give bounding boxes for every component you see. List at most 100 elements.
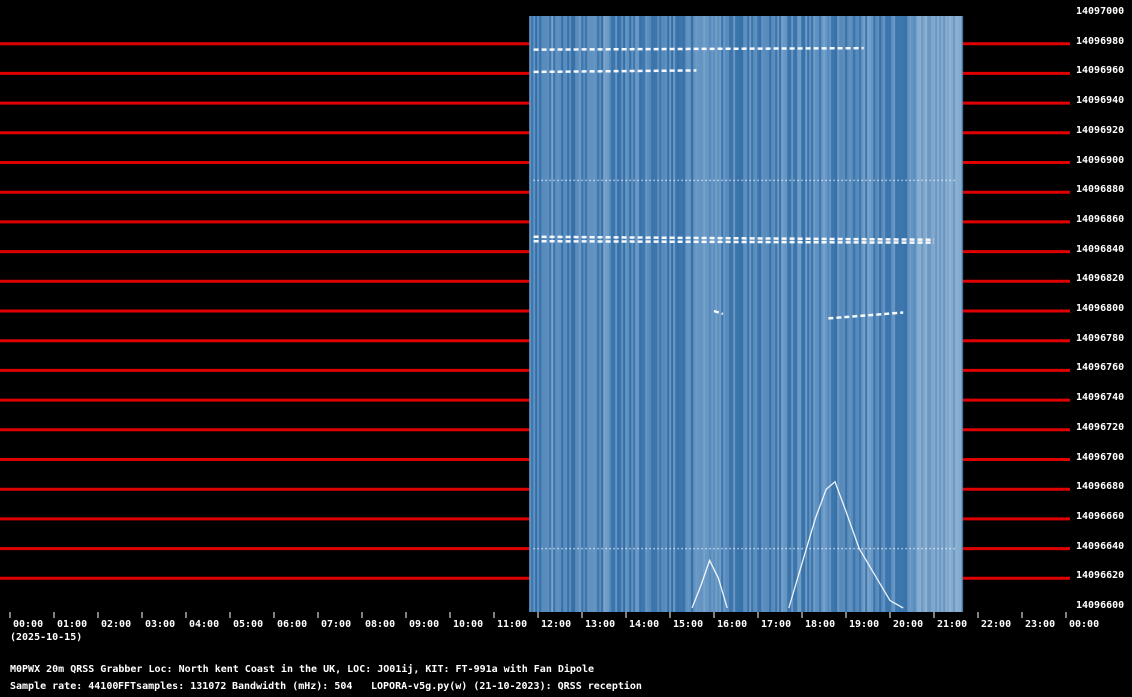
spectrogram-streak (831, 16, 834, 612)
time-label: 12:00 (541, 619, 572, 630)
time-label: 06:00 (277, 619, 308, 630)
spectrogram-streak (561, 16, 564, 612)
spectrogram-streak (649, 16, 652, 612)
spectrogram-streak (921, 16, 924, 612)
spectrogram-streak (737, 16, 740, 612)
spectrogram-streak (549, 16, 552, 612)
spectrogram-streak (811, 16, 814, 612)
spectrogram-streak (725, 16, 728, 612)
time-label: 17:00 (761, 619, 792, 630)
spectrogram-streak (611, 16, 614, 612)
time-label: 13:00 (585, 619, 616, 630)
spectrogram-streak (571, 16, 574, 612)
spectrogram-streak (543, 16, 546, 612)
spectrogram-streak (797, 16, 800, 612)
frequency-label: 14096700 (1076, 451, 1125, 463)
spectrogram-streak (733, 16, 736, 612)
signal-line (713, 309, 724, 316)
spectrogram-streak (779, 16, 782, 612)
frequency-label: 14096840 (1076, 243, 1125, 255)
bandwidth-info: Bandwidth (mHz): 504 (232, 681, 353, 692)
spectrogram-streak (615, 16, 618, 612)
spectrogram-streak (625, 16, 628, 612)
spectrogram-streak (565, 16, 568, 612)
spectrogram-streak (937, 16, 940, 612)
spectrogram-streak (701, 16, 704, 612)
spectrogram-streak (955, 16, 958, 612)
spectrogram-streak (613, 16, 616, 612)
spectrogram-streak (761, 16, 764, 612)
signal-trace (691, 558, 728, 609)
spectrogram-streak (911, 16, 914, 612)
spectrogram-streak (659, 16, 662, 612)
spectrogram-streak (881, 16, 884, 612)
spectrogram-streak (823, 16, 826, 612)
spectrogram-streak (891, 16, 894, 612)
spectrogram-streak (641, 16, 644, 612)
spectrogram-streak (693, 16, 696, 612)
spectrogram-streak (947, 16, 950, 612)
spectrogram-streak (663, 16, 666, 612)
spectrogram-streak (775, 16, 778, 612)
frequency-label: 14096800 (1076, 303, 1125, 314)
spectrogram-streak (617, 16, 620, 612)
spectrogram-streak (699, 16, 702, 612)
spectrogram-streak (669, 16, 672, 612)
spectrogram-streak (655, 16, 658, 612)
spectrogram-streak (661, 16, 664, 612)
spectrogram-streak (809, 16, 812, 612)
spectrogram-streak (735, 16, 738, 612)
time-label: 07:00 (321, 619, 352, 630)
signal-line (533, 235, 935, 241)
spectrogram-streak (763, 16, 766, 612)
spectrogram-streak (619, 16, 622, 612)
spectrogram-streak (671, 16, 674, 612)
spectrogram-streak (551, 16, 554, 612)
signal-line (533, 46, 864, 51)
time-label: 18:00 (805, 619, 836, 630)
spectrogram-streak (569, 16, 572, 612)
spectrogram-streak (537, 16, 540, 612)
time-label: 03:00 (145, 619, 176, 630)
spectrogram-streak (541, 16, 544, 612)
spectrogram-streak (629, 16, 632, 612)
spectrogram-streak (533, 16, 536, 612)
spectrogram-streak (829, 16, 832, 612)
spectrogram-streak (859, 16, 862, 612)
signal-line (828, 311, 904, 320)
frequency-label: 14096640 (1076, 540, 1125, 552)
spectrogram-streak (713, 16, 716, 612)
spectrogram-streak (795, 16, 798, 612)
spectrogram-streak (653, 16, 656, 612)
spectrogram-streak (841, 16, 844, 612)
spectrogram-streak (945, 16, 948, 612)
spectrogram-streak (705, 16, 708, 612)
spectrogram-streak (603, 16, 606, 612)
time-label: 00:00 (13, 619, 44, 630)
spectrogram-streak (783, 16, 786, 612)
spectrogram-streak (635, 16, 638, 612)
spectrogram-streak (929, 16, 932, 612)
spectrogram-streak (931, 16, 934, 612)
spectrogram-streak (961, 16, 964, 612)
spectrogram-streak (807, 16, 810, 612)
frequency-label: 14096820 (1076, 273, 1125, 285)
time-label: 09:00 (409, 619, 440, 630)
spectrogram-streak (777, 16, 780, 612)
spectrogram-streak (687, 16, 690, 612)
spectrogram-streak (567, 16, 570, 612)
spectrogram-streak (535, 16, 538, 612)
spectrogram-streak (845, 16, 848, 612)
spectrogram-streak (607, 16, 610, 612)
spectrogram-streak (739, 16, 742, 612)
date-label: (2025-10-15) (10, 632, 83, 643)
spectrogram-streak (709, 16, 712, 612)
spectrogram-streak (587, 16, 590, 612)
signal-line (533, 69, 697, 74)
spectrogram-streak (675, 16, 678, 612)
time-label: 21:00 (937, 619, 968, 630)
spectrogram-streak (865, 16, 868, 612)
spectrogram-streak (903, 16, 906, 612)
frequency-label: 14096620 (1076, 570, 1125, 582)
spectrogram-streak (781, 16, 784, 612)
